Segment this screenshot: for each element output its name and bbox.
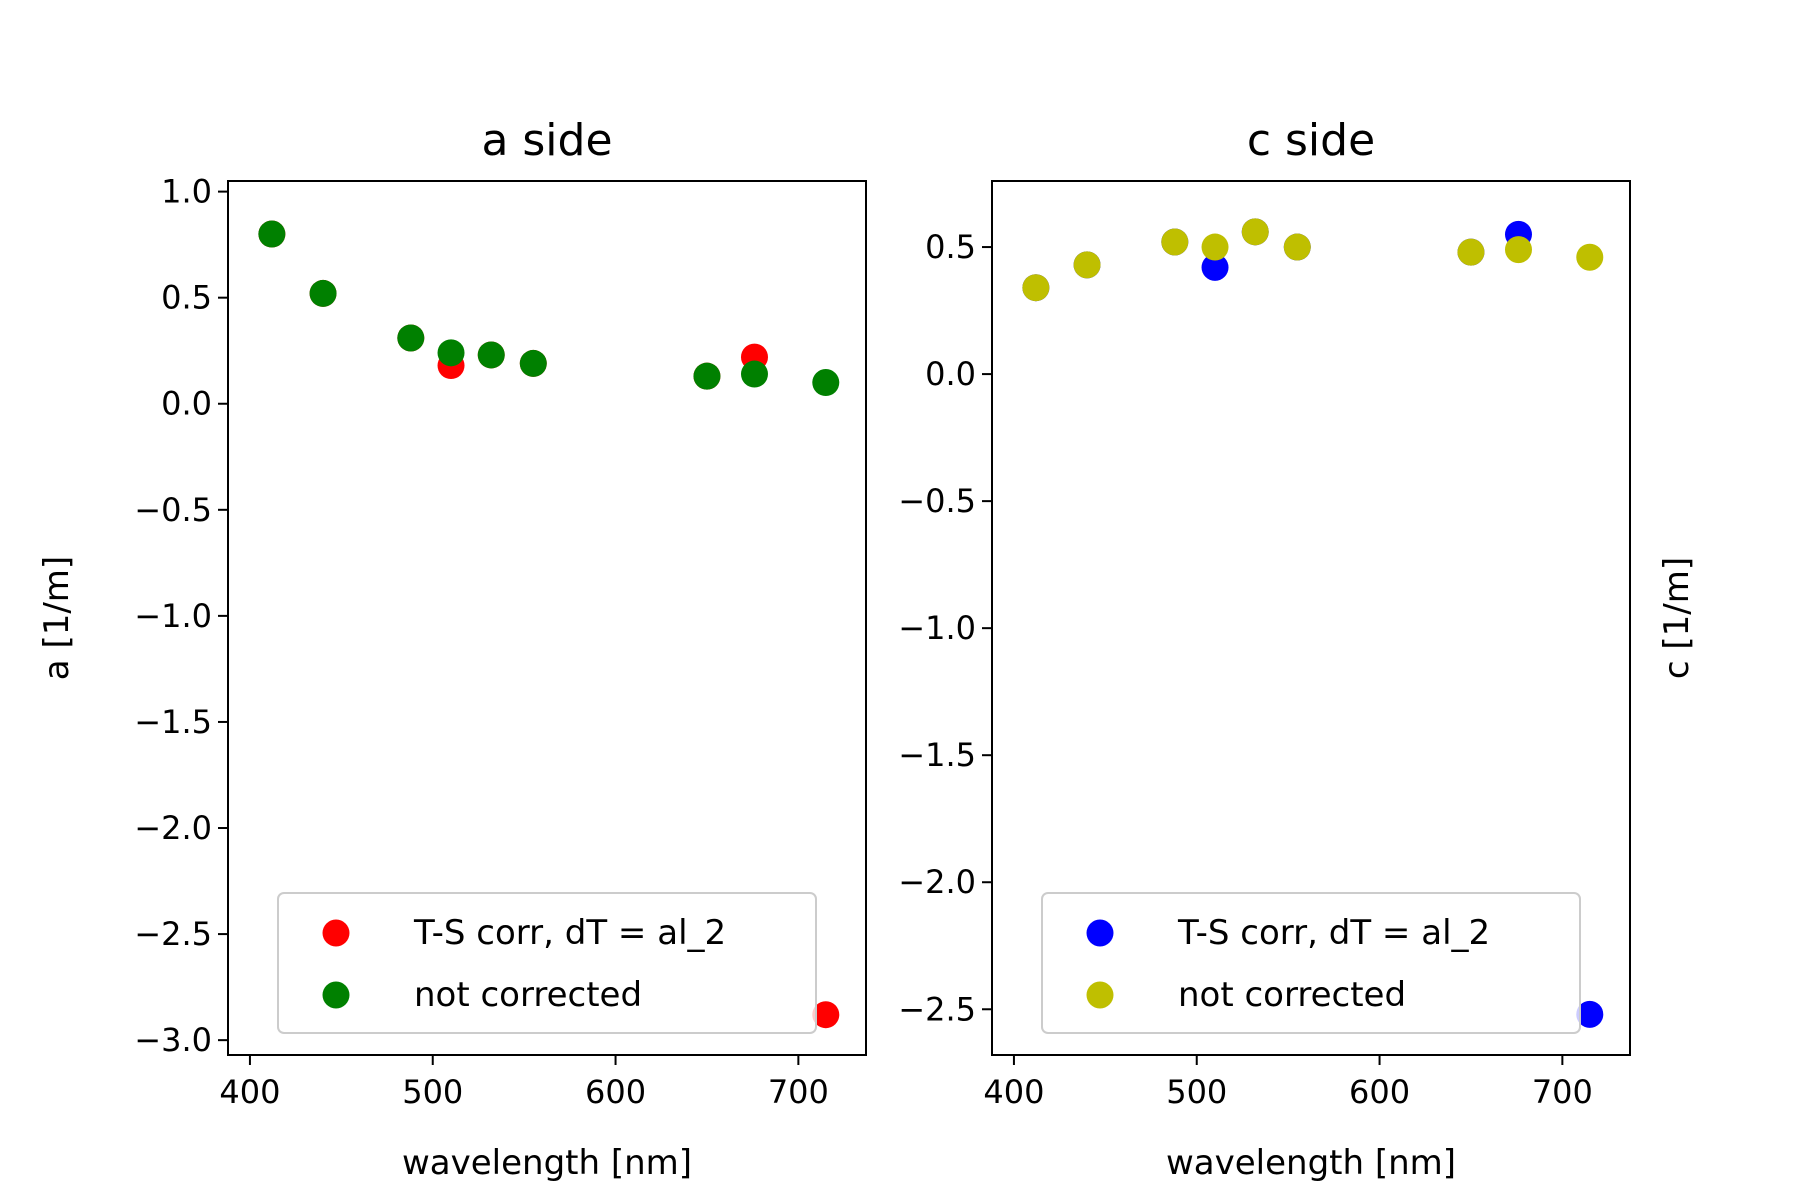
plot-frame	[991, 180, 1631, 1056]
y-tick-label: −0.5	[134, 491, 212, 529]
y-tick-label: −2.0	[134, 809, 212, 847]
x-axis-label: wavelength [nm]	[402, 1143, 692, 1183]
data-point-s1-p2	[397, 324, 425, 352]
y-tick-label: 0.0	[161, 385, 212, 423]
legend-frame	[277, 892, 817, 1034]
x-tick-label: 600	[585, 1073, 646, 1111]
data-point-s0-p8	[812, 1001, 840, 1029]
data-point-s1-p2	[1161, 228, 1189, 256]
data-point-s1-p1	[1073, 251, 1101, 279]
data-point-s1-p3	[1201, 233, 1229, 261]
data-point-s1-p5	[1283, 233, 1311, 261]
x-axis-label: wavelength [nm]	[1166, 1143, 1456, 1183]
y-tick-label: 0.0	[925, 355, 976, 393]
legend-label-1: not corrected	[414, 975, 642, 1015]
x-tick-label: 700	[768, 1073, 829, 1111]
x-tick-label: 400	[983, 1073, 1044, 1111]
data-point-s1-p4	[1241, 218, 1269, 246]
panel-a-side: a side 400 500 600 700 1.0 0.5 0.0 −0.5 −1.0 −1.5 −…	[37, 115, 867, 1183]
legend-marker-0	[322, 919, 350, 947]
data-point-s1-p6	[1457, 238, 1485, 266]
y-tick-label: 1.0	[161, 173, 212, 211]
data-point-s1-p0	[258, 220, 286, 248]
chart-title: a side	[481, 115, 612, 166]
x-tick-label: 600	[1349, 1073, 1410, 1111]
y-tick-label: −0.5	[898, 482, 976, 520]
legend-frame	[1041, 892, 1581, 1034]
panel-c-side: c side 400 500 600 700 0.5 0.0 −0.5 −1.0 −1.5 −2.0…	[898, 115, 1697, 1183]
data-point-s1-p5	[519, 349, 547, 377]
data-point-s0-p8	[1576, 1000, 1604, 1028]
y-tick-label: −2.0	[898, 863, 976, 901]
y-axis-label: a [1/m]	[37, 556, 77, 680]
data-point-s1-p3	[437, 339, 465, 367]
x-tick-label: 500	[402, 1073, 463, 1111]
legend-label-1: not corrected	[1178, 975, 1406, 1015]
legend-label-0: T-S corr, dT = al_2	[413, 913, 726, 953]
y-tick-label: −1.0	[898, 609, 976, 647]
legend-marker-1	[1086, 981, 1114, 1009]
data-point-s1-p4	[477, 341, 505, 369]
data-point-s1-p8	[1576, 243, 1604, 271]
data-point-s1-p7	[1504, 236, 1532, 264]
data-point-s1-p6	[693, 362, 721, 390]
data-point-s1-p0	[1022, 274, 1050, 302]
data-point-s1-p1	[309, 279, 337, 307]
data-point-s1-p7	[740, 360, 768, 388]
y-tick-label: −2.5	[134, 915, 212, 953]
y-tick-label: −1.5	[898, 736, 976, 774]
y-tick-label: 0.5	[161, 279, 212, 317]
y-tick-label: −1.0	[134, 597, 212, 635]
chart-title: c side	[1247, 115, 1375, 166]
y-tick-label: 0.5	[925, 228, 976, 266]
data-point-s0-p3	[1201, 253, 1229, 281]
y-tick-label: −3.0	[134, 1021, 212, 1059]
legend-label-0: T-S corr, dT = al_2	[1177, 913, 1490, 953]
x-tick-label: 500	[1166, 1073, 1227, 1111]
data-point-s1-p8	[812, 369, 840, 397]
y-axis-label: c [1/m]	[1657, 557, 1697, 679]
legend-marker-1	[322, 981, 350, 1009]
x-tick-label: 400	[219, 1073, 280, 1111]
plot-frame	[227, 180, 867, 1056]
y-tick-label: −2.5	[898, 990, 976, 1028]
x-tick-label: 700	[1532, 1073, 1593, 1111]
legend-marker-0	[1086, 919, 1114, 947]
y-tick-label: −1.5	[134, 703, 212, 741]
